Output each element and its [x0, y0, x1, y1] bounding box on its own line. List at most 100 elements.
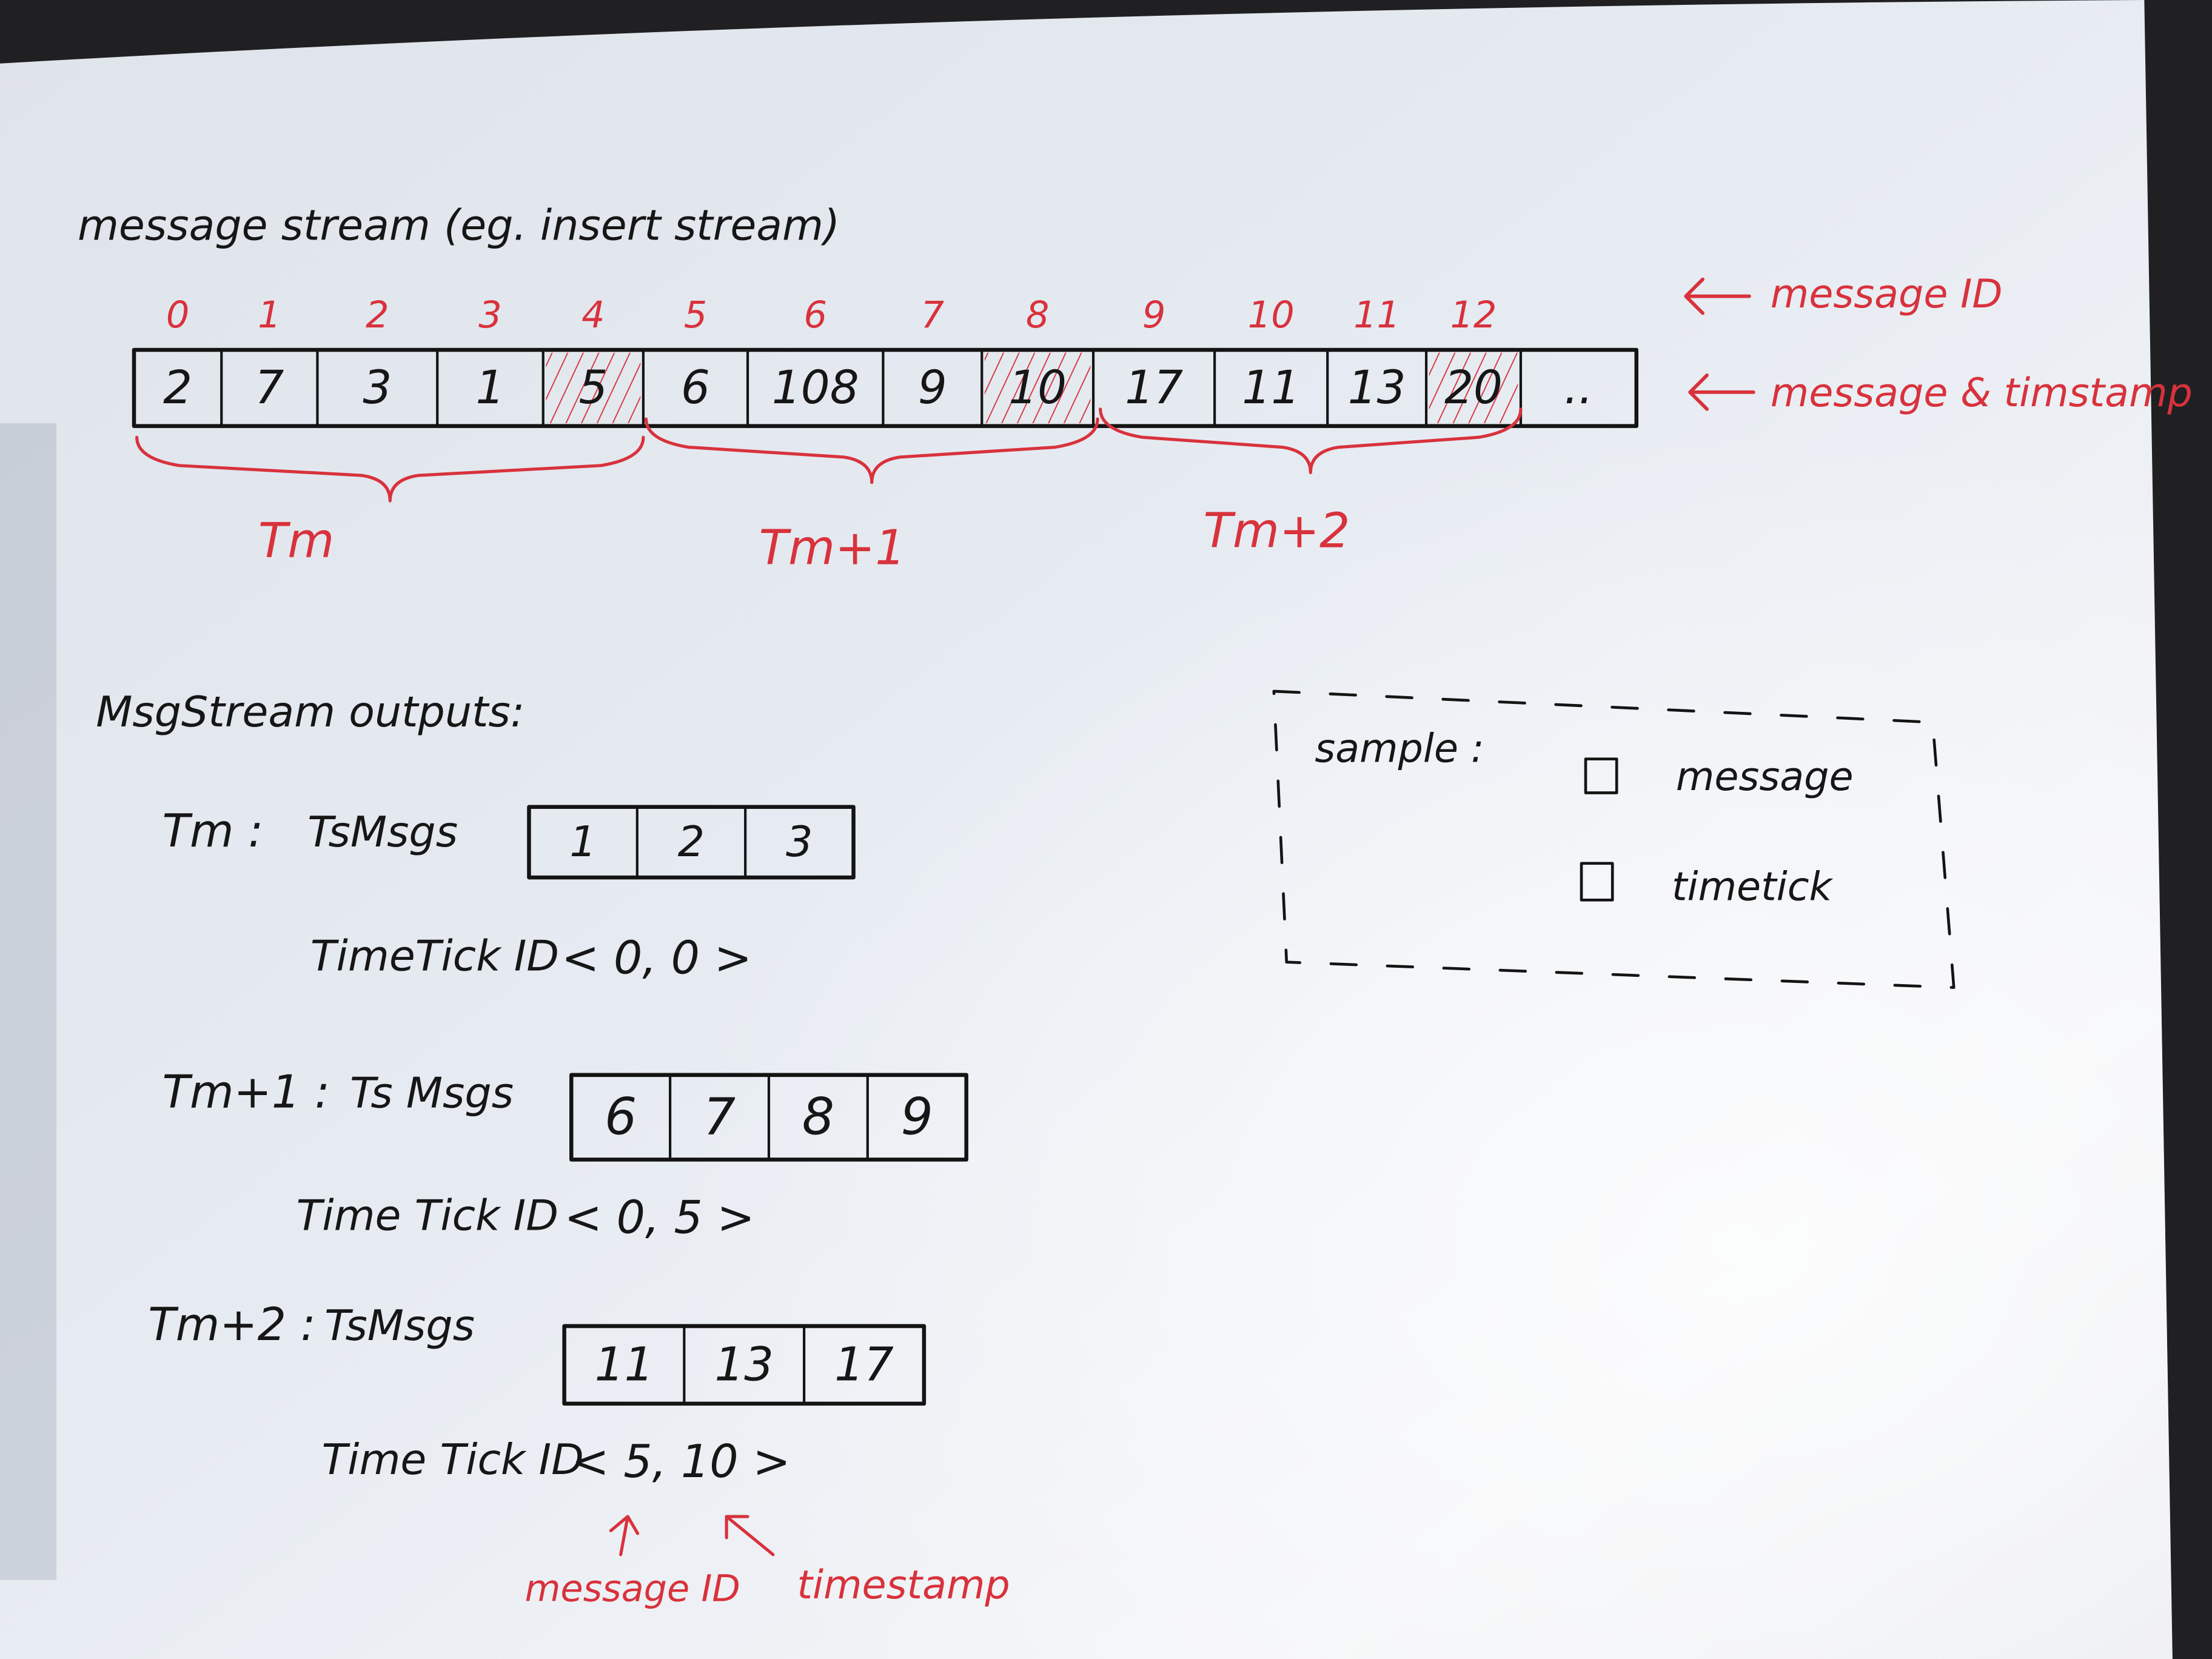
- message-id-label: message ID: [1771, 272, 2003, 317]
- cell: 17: [1091, 348, 1183, 427]
- cell-value: 17: [834, 1338, 894, 1392]
- message-id: 3: [478, 294, 501, 337]
- outputs-heading: MsgStream outputs:: [96, 688, 525, 737]
- cell: 13: [1326, 348, 1406, 427]
- annotation-timestamp: timestamp: [797, 1563, 1010, 1608]
- tsmsgs-row: 1 2 3: [527, 805, 856, 880]
- output-period: Tm+2 :: [148, 1298, 315, 1351]
- message-id: 7: [921, 294, 944, 337]
- timetick-id-label: TimeTick ID: [310, 932, 559, 981]
- page-title: message stream (eg. insert stream): [78, 201, 840, 250]
- cell-value: 2: [163, 361, 192, 414]
- cell-value: 3: [363, 361, 392, 414]
- hatched-square-icon: [1580, 862, 1614, 902]
- arrow-left-icon: [1684, 277, 1751, 315]
- cell: 11: [1213, 348, 1300, 427]
- cell-value: 2: [678, 817, 705, 866]
- cell: 20: [1425, 348, 1518, 427]
- cell: 8: [767, 1073, 834, 1161]
- timetick-id-label: Time Tick ID: [321, 1435, 583, 1484]
- message-id: 1: [258, 294, 281, 337]
- legend-box: sample : message timetick: [1272, 689, 1956, 989]
- tsmsgs-row: 11 13 17: [562, 1324, 927, 1406]
- brace-tm1: [644, 417, 1099, 484]
- cell: 108: [746, 348, 859, 427]
- tsmsgs-label: TsMsgs: [324, 1301, 475, 1350]
- legend-title: sample :: [1315, 726, 1484, 771]
- cell-value: ..: [1564, 361, 1593, 414]
- cell-value: 9: [918, 361, 947, 414]
- brace-tm: [135, 435, 645, 503]
- annotation-arrows: [609, 1515, 775, 1557]
- timetick-hatch: [546, 352, 641, 423]
- cell: 7: [669, 1073, 736, 1161]
- cell: 13: [683, 1324, 774, 1405]
- message-id: 12: [1450, 294, 1497, 337]
- cell: 9: [866, 1073, 933, 1161]
- cell-value: 6: [605, 1087, 637, 1147]
- cell: 2: [163, 361, 192, 414]
- message-id: 6: [803, 294, 826, 337]
- period-label-tm1: Tm+1: [759, 520, 906, 576]
- brace-tm2: [1099, 407, 1523, 474]
- cell: 5: [541, 348, 641, 427]
- legend-item-timetick: timetick: [1672, 864, 1834, 910]
- arrow-up-icon: [609, 1515, 640, 1557]
- cell: 10: [980, 348, 1091, 427]
- message-id: 4: [581, 294, 605, 337]
- arrow-up-left-icon: [725, 1515, 775, 1557]
- cell-value: 17: [1125, 361, 1183, 414]
- annotation-message-id: message ID: [525, 1568, 740, 1610]
- timetick-id-label: Time Tick ID: [297, 1191, 558, 1241]
- message-id: 10: [1248, 294, 1295, 337]
- period-label-tm: Tm: [258, 513, 334, 569]
- message-id: 8: [1026, 294, 1049, 337]
- cell-value: 7: [703, 1087, 736, 1147]
- cell: 6: [605, 1087, 637, 1147]
- period-label-tm2: Tm+2: [1204, 503, 1350, 559]
- timetick-hatch: [1429, 352, 1518, 423]
- message-timestamp-label: message & timstamp: [1771, 370, 2193, 416]
- cell-value: 10: [1008, 361, 1067, 414]
- cell-value: 3: [786, 817, 813, 866]
- cell-value: 13: [1348, 361, 1406, 414]
- cell: 17: [803, 1324, 894, 1405]
- timetick-id-value: < 0, 5 >: [565, 1191, 755, 1244]
- cell-value: 7: [255, 361, 284, 414]
- message-id: 9: [1142, 294, 1165, 337]
- output-period: Tm :: [163, 805, 264, 857]
- cell: 1: [569, 817, 596, 866]
- cell: 7: [220, 348, 284, 427]
- cell-value: 1: [569, 817, 596, 866]
- output-group-1: Tm+1 : Ts Msgs Time Tick ID < 0, 5 >: [163, 1065, 755, 1244]
- cell-value: 6: [681, 361, 710, 414]
- cell: 11: [595, 1338, 654, 1392]
- cell-value: 1: [475, 361, 504, 414]
- tsmsgs-label: Ts Msgs: [350, 1068, 514, 1118]
- message-id: 5: [684, 294, 707, 337]
- cell: 6: [642, 348, 710, 427]
- message-stream-row: 2 7 3 1 5 6 108 9 10 17 11 13 20..: [132, 347, 1639, 428]
- cell-value: 108: [772, 361, 859, 414]
- timetick-id-value: < 0, 0 >: [561, 931, 752, 984]
- arrow-left-icon: [1688, 373, 1755, 411]
- message-id: 0: [166, 294, 189, 337]
- cell-value: 5: [578, 361, 608, 414]
- legend-item-message: message: [1676, 754, 1854, 800]
- tsmsgs-row: 6 7 8 9: [569, 1073, 968, 1162]
- cell-value: 8: [802, 1087, 834, 1147]
- timetick-id-value: < 5, 10 >: [571, 1435, 790, 1488]
- cell-value: 13: [714, 1338, 774, 1392]
- message-id: 11: [1353, 294, 1400, 337]
- cell: 1: [436, 348, 504, 427]
- cell: 9: [882, 348, 947, 427]
- timetick-hatch: [984, 352, 1091, 423]
- output-group-2: Tm+2 : TsMsgs Time Tick ID< 5, 10 >: [148, 1298, 790, 1488]
- output-group-0: Tm : TsMsgs TimeTick ID < 0, 0 >: [163, 805, 752, 984]
- cell: 3: [316, 348, 392, 427]
- cell-value: 9: [901, 1087, 933, 1147]
- tsmsgs-label: TsMsgs: [307, 808, 458, 857]
- cell-value: 20: [1444, 361, 1503, 414]
- message-id: 2: [366, 294, 389, 337]
